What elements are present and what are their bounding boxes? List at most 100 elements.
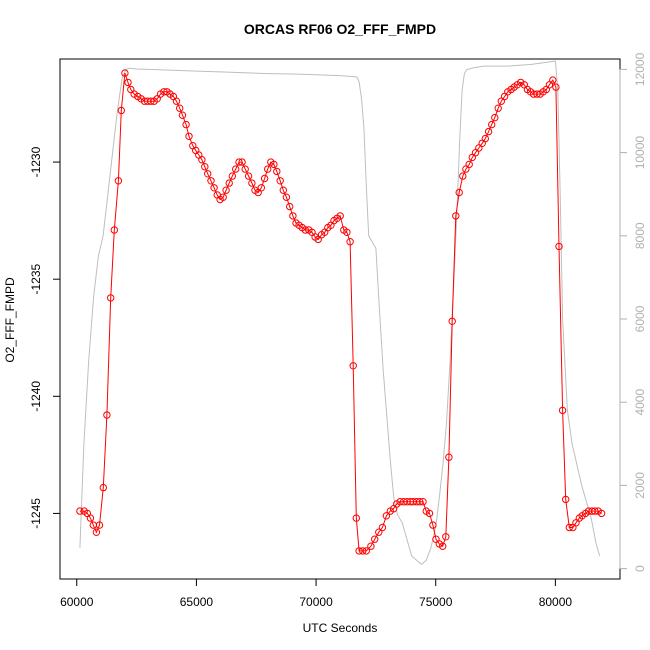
data-point <box>549 76 557 84</box>
chart-title: ORCAS RF06 O2_FFF_FMPD <box>244 21 436 37</box>
data-point <box>273 167 281 176</box>
data-point <box>378 523 387 532</box>
data-point <box>545 81 554 89</box>
data-point <box>488 120 496 129</box>
data-point <box>121 69 129 77</box>
y-tick-label: -1230 <box>29 146 43 177</box>
o2-series-line <box>79 72 602 552</box>
plot-frame <box>59 58 621 580</box>
data-point <box>257 184 265 192</box>
data-point <box>76 507 84 515</box>
data-point <box>459 172 467 180</box>
data-point <box>232 165 240 173</box>
y2-tick-label: 0 <box>633 565 647 572</box>
data-point <box>185 132 193 141</box>
data-point <box>558 406 567 415</box>
y-axis-title: O2_FFF_FMPD <box>3 277 17 363</box>
data-point <box>555 242 563 251</box>
data-point <box>562 495 570 504</box>
data-point <box>591 507 599 515</box>
data-point <box>419 498 427 506</box>
data-point <box>349 362 357 370</box>
data-point <box>314 235 322 244</box>
data-point <box>343 228 351 237</box>
data-point <box>107 294 115 302</box>
data-point <box>533 90 541 98</box>
plot-points <box>76 69 606 555</box>
data-point <box>270 160 278 169</box>
data-point <box>442 533 450 541</box>
y-axis: -1245 -1240 -1235 -1230 <box>29 146 61 529</box>
data-point <box>176 104 184 112</box>
data-point <box>92 528 101 536</box>
y2-tick-label: 6000 <box>633 305 647 332</box>
y2-tick-label: 2000 <box>633 472 647 499</box>
y-tick-label: -1240 <box>29 381 43 412</box>
data-point <box>452 212 460 220</box>
data-point <box>103 411 111 419</box>
data-point <box>210 184 218 192</box>
data-point <box>204 170 212 178</box>
data-point <box>282 193 291 201</box>
data-point <box>264 165 272 173</box>
data-point <box>494 104 502 112</box>
data-point <box>336 212 344 220</box>
data-point <box>484 127 493 136</box>
x-tick-label: 80000 <box>539 595 573 609</box>
data-point <box>301 226 309 234</box>
data-point <box>147 97 155 105</box>
x-axis-title: UTC Seconds <box>303 621 378 635</box>
data-point <box>95 521 104 529</box>
y2-axis: 0 2000 4000 6000 8000 10000 12000 <box>619 52 647 572</box>
data-point <box>99 483 108 492</box>
data-point <box>260 174 269 183</box>
data-point <box>362 547 370 555</box>
data-point <box>429 521 437 529</box>
x-tick-label: 60000 <box>60 595 94 609</box>
plot-lines <box>79 60 602 566</box>
data-point <box>117 106 126 115</box>
y2-tick-label: 8000 <box>633 222 647 249</box>
y2-tick-label: 12000 <box>633 52 647 86</box>
data-point <box>110 226 119 234</box>
data-point <box>222 186 230 194</box>
data-point <box>241 165 249 173</box>
data-point <box>198 156 206 164</box>
data-point <box>86 514 95 522</box>
data-point <box>465 160 473 169</box>
data-point <box>355 547 363 555</box>
data-point <box>455 188 463 197</box>
data-point <box>416 498 424 506</box>
data-point <box>597 509 606 518</box>
x-axis: 60000 65000 70000 75000 80000 <box>60 578 573 609</box>
data-point <box>178 111 187 119</box>
data-point <box>276 177 284 185</box>
data-point <box>201 163 209 171</box>
data-point <box>491 113 499 122</box>
x-tick-label: 70000 <box>299 595 333 609</box>
data-point <box>114 177 123 185</box>
data-point <box>289 212 297 220</box>
data-point <box>172 97 181 105</box>
data-point <box>375 528 383 536</box>
data-point <box>352 514 360 522</box>
data-point <box>238 158 246 166</box>
x-tick-label: 65000 <box>180 595 214 609</box>
data-point <box>475 144 483 152</box>
data-point <box>552 83 560 91</box>
data-point <box>445 453 453 461</box>
data-point <box>371 535 379 543</box>
data-point <box>228 172 237 180</box>
data-point <box>219 193 227 201</box>
data-point <box>124 78 132 87</box>
y-tick-label: -1235 <box>29 264 43 295</box>
data-point <box>346 238 354 246</box>
data-point <box>248 179 256 187</box>
data-point <box>286 202 294 211</box>
data-point <box>182 120 190 129</box>
y2-tick-label: 10000 <box>633 136 647 170</box>
data-point <box>481 134 489 143</box>
data-point <box>225 179 233 187</box>
data-point <box>244 172 253 180</box>
